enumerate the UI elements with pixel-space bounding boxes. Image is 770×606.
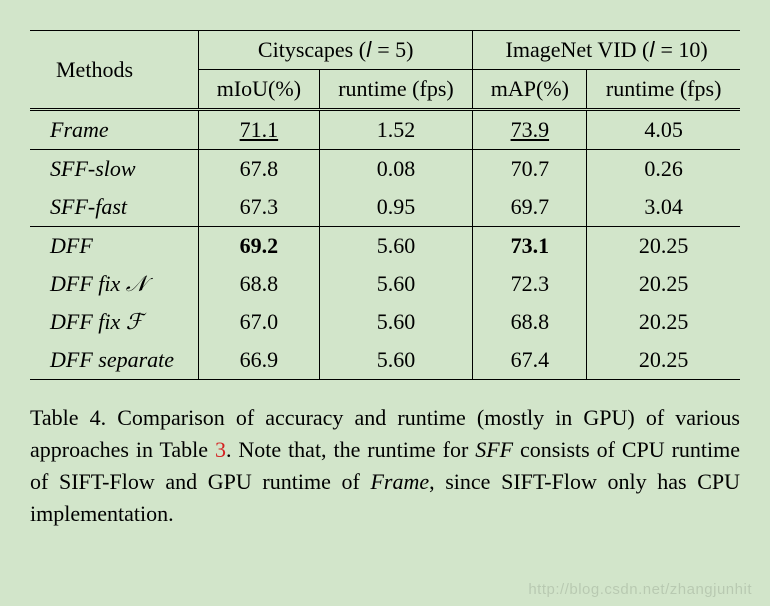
cell-rt1: 0.08 <box>319 150 473 189</box>
cell-rt1: 5.60 <box>319 227 473 266</box>
table-row: DFF 69.2 5.60 73.1 20.25 <box>30 227 740 266</box>
cell-rt2: 20.25 <box>587 341 740 380</box>
table-row: Frame 71.1 1.52 73.9 4.05 <box>30 110 740 150</box>
method-name: DFF <box>30 227 199 266</box>
caption-frame: Frame <box>370 469 429 494</box>
cell-miou: 67.3 <box>199 188 320 227</box>
cell-rt2: 4.05 <box>587 110 740 150</box>
cell-map: 70.7 <box>473 150 587 189</box>
col-runtime2: runtime (fps) <box>587 70 740 110</box>
col-group-imagenet: ImageNet VID (𝑙 = 10) <box>473 31 740 70</box>
table-row: SFF-slow 67.8 0.08 70.7 0.26 <box>30 150 740 189</box>
table-row: DFF fix ℱ 67.0 5.60 68.8 20.25 <box>30 303 740 341</box>
cell-map: 73.1 <box>473 227 587 266</box>
cell-rt1: 5.60 <box>319 265 473 303</box>
col-runtime1: runtime (fps) <box>319 70 473 110</box>
cell-miou: 68.8 <box>199 265 320 303</box>
col-miou: mIoU(%) <box>199 70 320 110</box>
cell-map: 73.9 <box>473 110 587 150</box>
method-name: SFF-fast <box>30 188 199 227</box>
col-methods-header: Methods <box>30 31 199 110</box>
method-name: DFF separate <box>30 341 199 380</box>
col-group-cityscapes: Cityscapes (𝑙 = 5) <box>199 31 473 70</box>
cell-miou: 67.8 <box>199 150 320 189</box>
cell-miou: 67.0 <box>199 303 320 341</box>
method-name: DFF fix 𝒩 <box>30 265 199 303</box>
caption-ref-link[interactable]: 3 <box>215 437 226 462</box>
cell-miou: 71.1 <box>199 110 320 150</box>
cell-miou: 66.9 <box>199 341 320 380</box>
cell-rt2: 20.25 <box>587 227 740 266</box>
cell-rt2: 3.04 <box>587 188 740 227</box>
cell-rt2: 0.26 <box>587 150 740 189</box>
cell-rt1: 1.52 <box>319 110 473 150</box>
cell-rt2: 20.25 <box>587 303 740 341</box>
method-name: Frame <box>30 110 199 150</box>
cell-rt1: 5.60 <box>319 341 473 380</box>
caption-sff: SFF <box>475 437 513 462</box>
comparison-table: Methods Cityscapes (𝑙 = 5) ImageNet VID … <box>30 30 740 380</box>
cell-map: 69.7 <box>473 188 587 227</box>
table-row: SFF-fast 67.3 0.95 69.7 3.04 <box>30 188 740 227</box>
cell-miou: 69.2 <box>199 227 320 266</box>
cell-rt1: 0.95 <box>319 188 473 227</box>
cell-rt2: 20.25 <box>587 265 740 303</box>
cell-map: 68.8 <box>473 303 587 341</box>
cell-map: 67.4 <box>473 341 587 380</box>
method-name: DFF fix ℱ <box>30 303 199 341</box>
watermark-text: http://blog.csdn.net/zhangjunhit <box>528 581 752 598</box>
table-row: DFF fix 𝒩 68.8 5.60 72.3 20.25 <box>30 265 740 303</box>
table-caption: Table 4. Comparison of accuracy and runt… <box>30 402 740 530</box>
table-row: DFF separate 66.9 5.60 67.4 20.25 <box>30 341 740 380</box>
cell-map: 72.3 <box>473 265 587 303</box>
col-map: mAP(%) <box>473 70 587 110</box>
cell-rt1: 5.60 <box>319 303 473 341</box>
method-name: SFF-slow <box>30 150 199 189</box>
caption-text: . Note that, the runtime for <box>226 437 475 462</box>
